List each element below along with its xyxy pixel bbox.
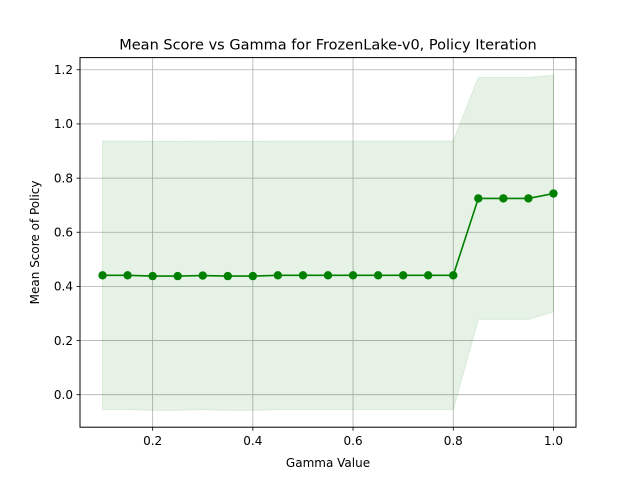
data-point: [449, 271, 458, 280]
y-tick-label: 0.2: [54, 334, 73, 348]
y-tick-label: 0.0: [54, 388, 73, 402]
std-band: [102, 74, 554, 411]
y-tick-label: 0.8: [54, 171, 73, 185]
data-point: [298, 271, 308, 280]
data-point: [123, 271, 132, 280]
data-point: [549, 189, 558, 198]
data-point: [499, 194, 508, 203]
data-point: [424, 271, 433, 280]
y-tick-label: 0.4: [54, 280, 73, 294]
grid: [80, 57, 576, 428]
y-axis-ticks: 0.0 0.2 0.4 0.6 0.8 1.0 1.2: [54, 63, 80, 402]
x-tick-label: 0.4: [243, 434, 262, 448]
data-point: [524, 194, 533, 203]
data-point: [373, 271, 383, 280]
data-point: [474, 194, 483, 203]
data-point: [348, 271, 358, 280]
data-point: [398, 271, 408, 280]
x-tick-label: 0.2: [143, 434, 162, 448]
x-tick-label: 0.8: [444, 434, 463, 448]
data-point: [273, 271, 283, 280]
data-point: [223, 271, 232, 281]
x-tick-label: 1.0: [544, 434, 563, 448]
data-point: [248, 271, 258, 281]
x-tick-label: 0.6: [344, 434, 363, 448]
data-point: [148, 271, 157, 281]
x-axis-ticks: 0.2 0.4 0.6 0.8 1.0: [143, 427, 563, 448]
chart-title: Mean Score vs Gamma for FrozenLake-v0, P…: [119, 38, 536, 54]
std-band-layer: [102, 74, 554, 411]
y-axis-label: Mean Score of Policy: [28, 180, 42, 304]
series-points-layer: [98, 189, 558, 281]
x-axis-label: Gamma Value: [286, 456, 370, 470]
data-point: [323, 271, 333, 280]
y-tick-label: 0.6: [54, 226, 73, 240]
data-point: [173, 271, 182, 281]
y-tick-label: 1.2: [54, 63, 73, 77]
data-point: [198, 271, 207, 280]
plot-frame: [79, 57, 577, 428]
y-tick-label: 1.0: [54, 117, 73, 131]
data-point: [98, 271, 107, 280]
